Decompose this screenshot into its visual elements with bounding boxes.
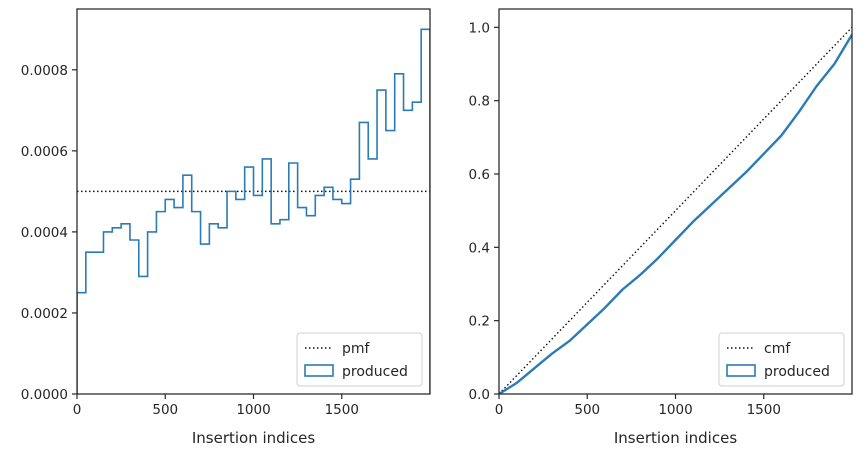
plot-area [77, 28, 430, 394]
y-tick-label: 0.0008 [21, 63, 68, 79]
produced-step-series [77, 28, 430, 394]
x-tick-label: 0 [495, 402, 504, 418]
y-tick-label: 0.0004 [21, 225, 68, 241]
legend-label-reference: pmf [342, 341, 371, 357]
legend-label-produced: produced [764, 364, 830, 380]
x-tick-label: 1000 [236, 402, 270, 418]
pmf-histogram-panel: 0 500 1000 1500 0.0000 0.0002 0.0004 0.0006 0.00… [21, 8, 431, 447]
y-tick-label: 0.0006 [21, 144, 68, 160]
y-tick-label: 1.0 [469, 20, 490, 36]
legend-box [296, 332, 423, 387]
y-tick-label: 0.0000 [21, 387, 68, 403]
x-axis-label: Insertion indices [614, 429, 737, 447]
y-tick-label: 0.6 [469, 167, 490, 183]
x-tick-label: 1500 [747, 402, 781, 418]
legend-box [718, 332, 845, 387]
legend-label-produced: produced [342, 364, 408, 380]
legend: pmf produced [296, 332, 423, 387]
legend-label-reference: cmf [764, 341, 791, 357]
x-tick-label: 1000 [658, 402, 692, 418]
y-tick-label: 0.2 [469, 314, 490, 330]
x-tick-label: 0 [73, 402, 82, 418]
x-tick-label: 1500 [325, 402, 359, 418]
plot-area [499, 26, 852, 394]
y-tick-label: 0.8 [469, 94, 490, 110]
y-tick-label: 0.0 [469, 387, 490, 403]
produced-cumulative-series [499, 34, 852, 394]
y-tick-label: 0.4 [469, 240, 490, 256]
legend-series-swatch [726, 364, 756, 377]
y-tick-label: 0.0002 [21, 306, 68, 322]
cmf-reference-line [499, 26, 852, 394]
x-axis-label: Insertion indices [192, 429, 315, 447]
legend-series-swatch [304, 364, 334, 377]
x-tick-label: 500 [152, 402, 178, 418]
cmf-cumulative-panel: 0 500 1000 1500 0.0 0.2 0.4 0.6 0.8 1.0 Insertion … [469, 8, 853, 447]
legend: cmf produced [718, 332, 845, 387]
x-tick-label: 500 [574, 402, 600, 418]
